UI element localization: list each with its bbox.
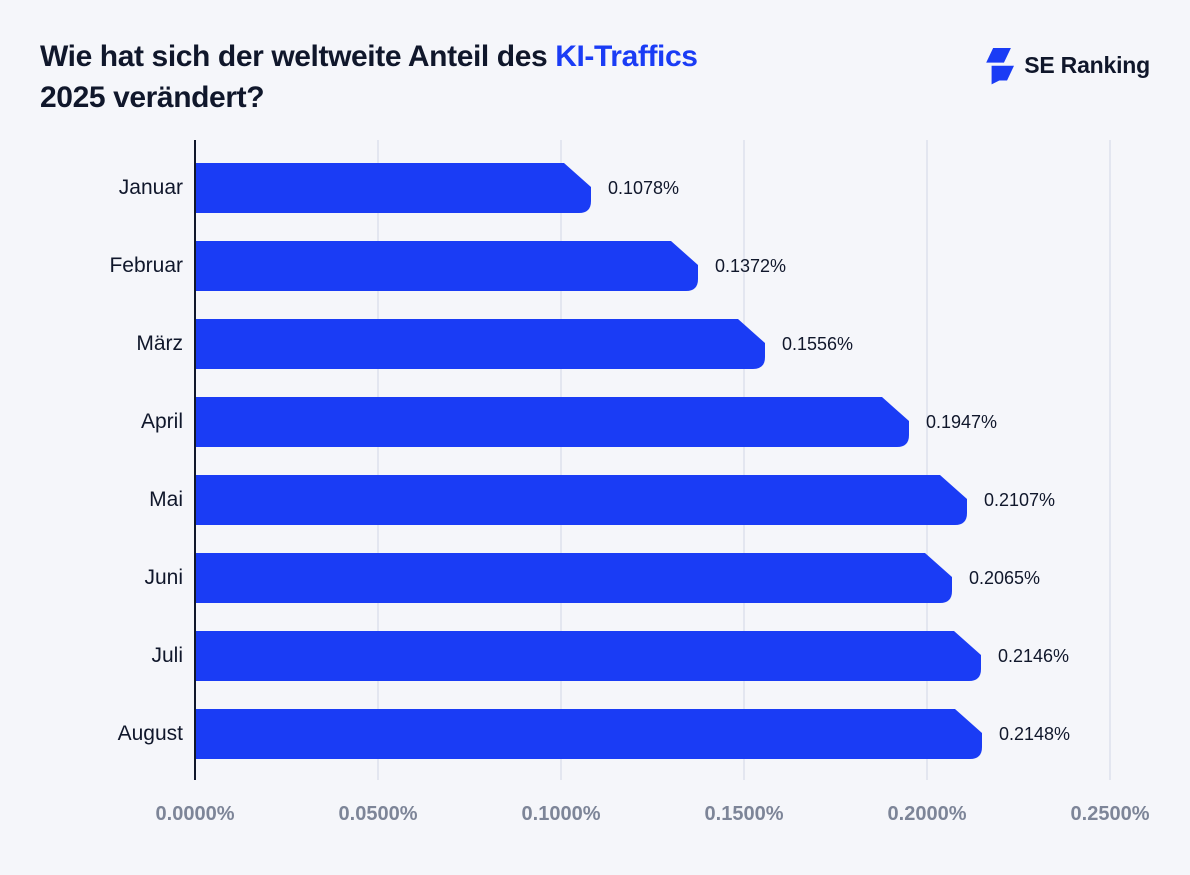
se-ranking-logo: SE Ranking bbox=[980, 40, 1150, 90]
bar bbox=[196, 319, 765, 369]
bar bbox=[196, 475, 967, 525]
bar-value-label: 0.2148% bbox=[999, 724, 1071, 744]
se-ranking-bolt-icon bbox=[986, 48, 1015, 85]
y-axis-label: Mai bbox=[149, 488, 183, 511]
bar bbox=[196, 163, 591, 213]
x-tick-label: 0.2000% bbox=[887, 803, 967, 825]
gridline bbox=[743, 140, 745, 780]
title-highlight: KI-Traffics bbox=[555, 40, 698, 73]
bar-value-label: 0.2146% bbox=[998, 646, 1070, 666]
gridline bbox=[560, 140, 562, 780]
y-axis-label: Juni bbox=[144, 566, 183, 589]
y-axis-line bbox=[194, 140, 196, 780]
y-axis-label: Juli bbox=[151, 644, 183, 667]
bar bbox=[196, 709, 982, 759]
title-line-2: 2025 verändert? bbox=[40, 81, 265, 114]
gridline bbox=[926, 140, 928, 780]
x-tick-label: 0.1000% bbox=[521, 803, 601, 825]
y-axis-label: August bbox=[117, 722, 183, 745]
gridline bbox=[1109, 140, 1111, 780]
x-tick-label: 0.0000% bbox=[155, 803, 235, 825]
bar bbox=[196, 553, 952, 603]
bar-value-label: 0.1078% bbox=[608, 178, 680, 198]
bar bbox=[196, 397, 909, 447]
x-tick-label: 0.2500% bbox=[1070, 803, 1150, 825]
bar-value-label: 0.2107% bbox=[984, 490, 1056, 510]
title-line-1: Wie hat sich der weltweite Anteil des KI… bbox=[40, 36, 698, 77]
y-axis-label: Februar bbox=[109, 254, 183, 277]
bar-value-label: 0.1947% bbox=[926, 412, 998, 432]
y-axis-label: Januar bbox=[118, 176, 183, 199]
bar bbox=[196, 631, 981, 681]
gridline bbox=[377, 140, 379, 780]
bar bbox=[196, 241, 698, 291]
y-axis-label: März bbox=[136, 332, 183, 355]
title-text: Wie hat sich der weltweite Anteil des bbox=[40, 40, 556, 73]
x-tick-label: 0.1500% bbox=[704, 803, 784, 825]
logo-text: SE Ranking bbox=[1024, 51, 1150, 78]
bar-value-label: 0.1556% bbox=[782, 334, 854, 354]
x-tick-label: 0.0500% bbox=[338, 803, 418, 825]
bar-value-label: 0.2065% bbox=[969, 568, 1041, 588]
page-title: Wie hat sich der weltweite Anteil des KI… bbox=[40, 36, 698, 118]
y-axis-label: April bbox=[140, 410, 183, 433]
bar-value-label: 0.1372% bbox=[715, 256, 787, 276]
